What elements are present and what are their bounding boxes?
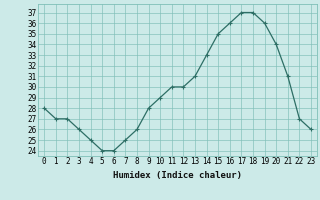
X-axis label: Humidex (Indice chaleur): Humidex (Indice chaleur) <box>113 171 242 180</box>
